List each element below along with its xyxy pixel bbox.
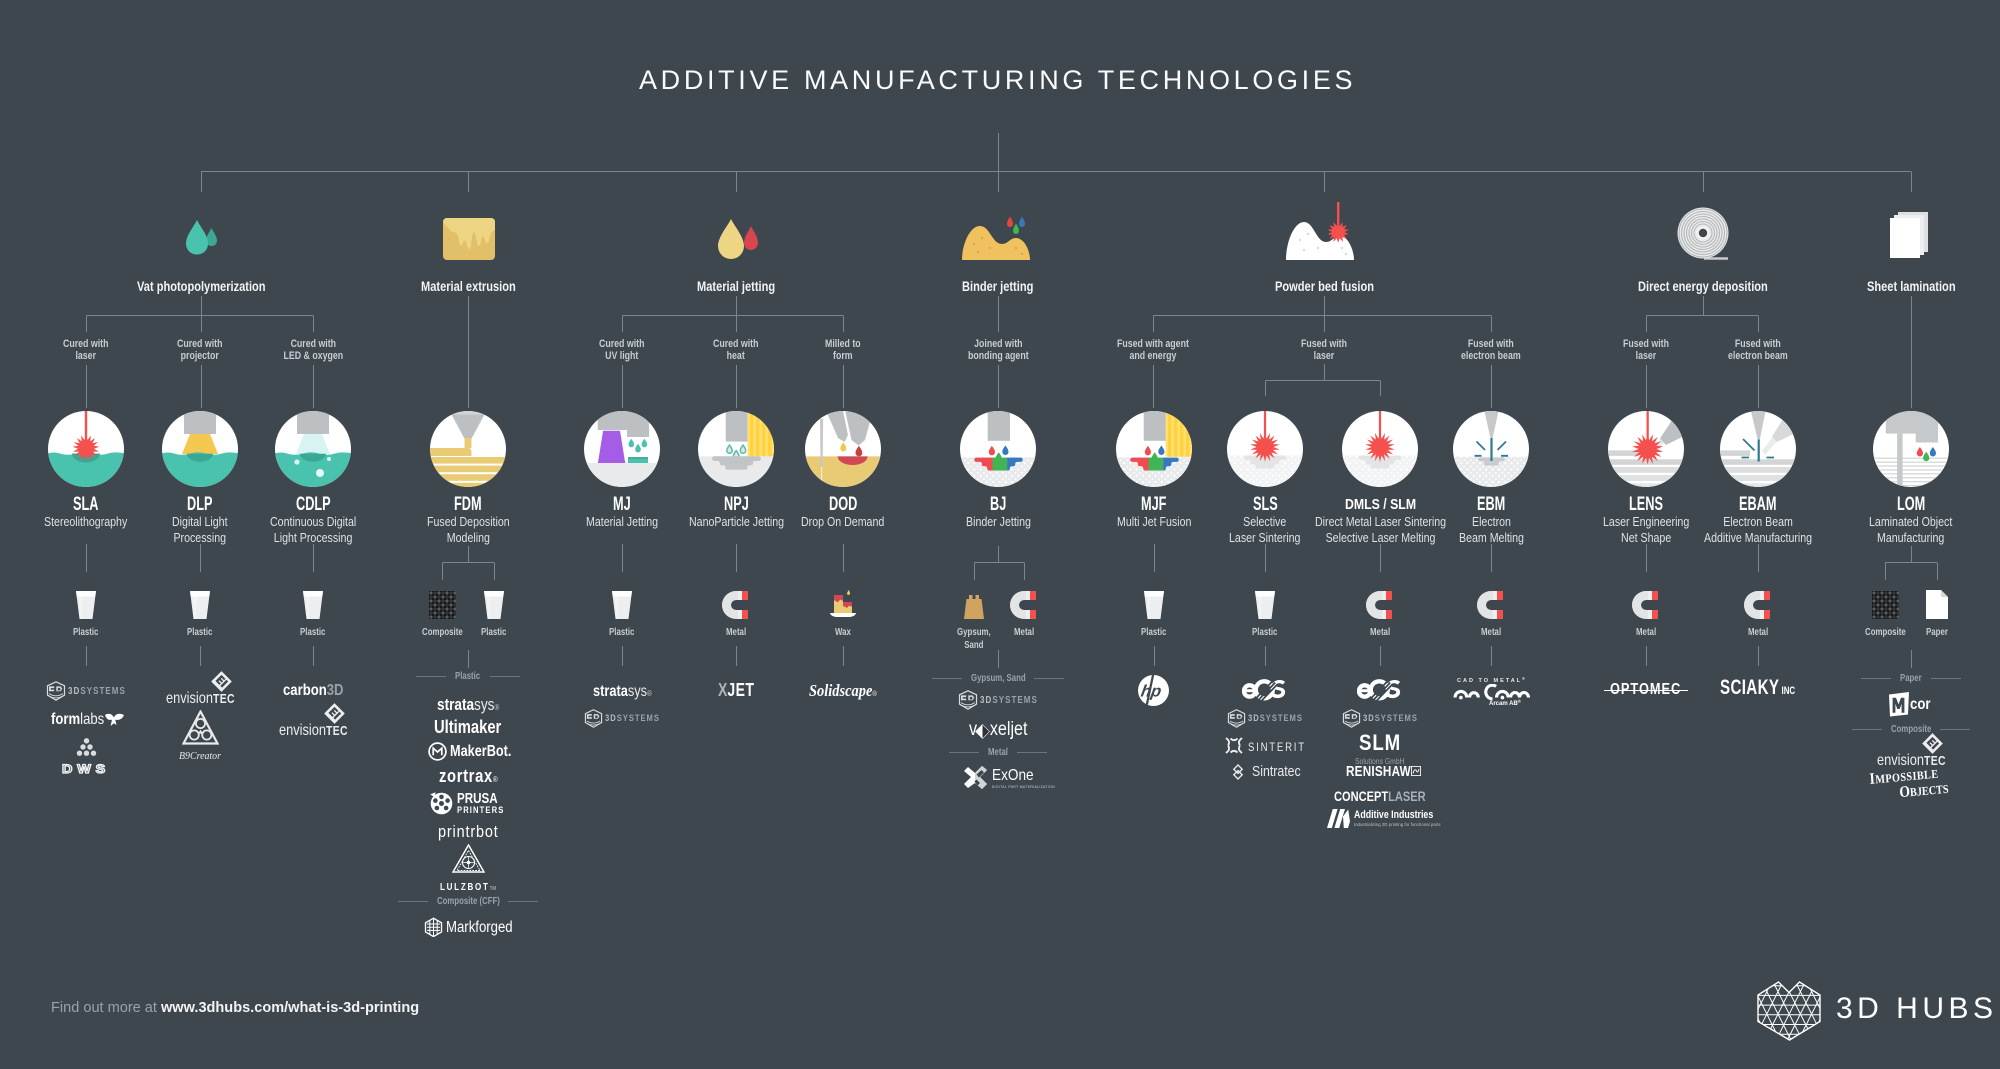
svg-text:hp: hp — [1140, 681, 1163, 700]
